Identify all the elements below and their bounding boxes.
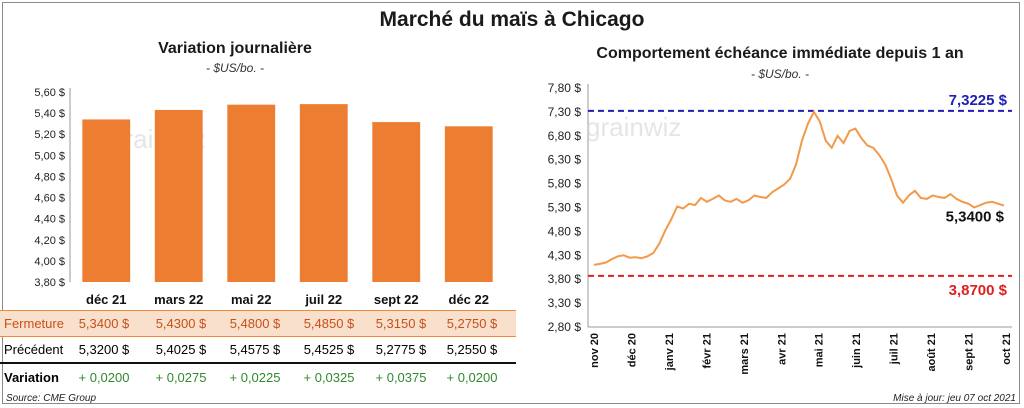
x-tick-label: mars 22	[154, 292, 203, 307]
x-tick-label: déc 20	[626, 333, 638, 367]
x-tick-label: août 21	[926, 333, 938, 372]
right-chart-title: Comportement échéance immédiate depuis 1…	[596, 45, 964, 62]
y-tick-label: 4,60 $	[34, 193, 65, 205]
y-tick-label: 5,80 $	[548, 177, 582, 191]
bar	[444, 126, 493, 282]
table-row-previous: Précédent 5,3200 $ 5,4025 $ 5,4575 $ 5,4…	[0, 337, 516, 364]
high-value-label: 7,3225 $	[949, 92, 1008, 109]
y-tick-label: 3,30 $	[548, 296, 582, 310]
y-tick-label: 4,30 $	[548, 248, 582, 262]
previous-value: 5,4025 $	[155, 342, 207, 357]
variation-value: + 0,0325	[303, 370, 355, 385]
x-tick-label: nov 20	[589, 333, 601, 368]
y-tick-label: 3,80 $	[34, 277, 65, 289]
x-tick-label: juil 21	[889, 333, 901, 365]
bar	[82, 119, 131, 282]
previous-value: 5,2775 $	[375, 342, 427, 357]
row-label-close: Fermeture	[4, 316, 64, 331]
close-value: 5,3400 $	[78, 316, 130, 331]
close-value: 5,4800 $	[229, 316, 281, 331]
y-tick-label: 5,20 $	[34, 129, 65, 141]
y-tick-label: 7,80 $	[548, 81, 582, 95]
table-row-variation: Variation + 0,0200 + 0,0275 + 0,0225 + 0…	[0, 365, 516, 390]
variation-value: + 0,0225	[229, 370, 281, 385]
variation-value: + 0,0200	[78, 370, 130, 385]
y-tick-label: 7,30 $	[548, 105, 582, 119]
x-tick-label: mai 21	[814, 333, 826, 367]
bar	[372, 122, 421, 282]
x-tick-label: janv 21	[664, 333, 676, 371]
y-tick-label: 3,80 $	[548, 272, 582, 286]
y-tick-label: 4,40 $	[34, 214, 65, 226]
x-tick-label: oct 21	[1001, 333, 1013, 365]
y-tick-label: 4,80 $	[548, 224, 582, 238]
low-value-label: 3,8700 $	[949, 282, 1008, 299]
x-tick-label: mai 22	[231, 292, 271, 307]
x-tick-label: sept 22	[374, 292, 419, 307]
y-tick-label: 5,30 $	[548, 201, 582, 215]
watermark-text: grainwiz	[586, 112, 681, 142]
source-note: Source: CME Group	[6, 393, 97, 404]
figure-frame	[2, 2, 1020, 404]
y-tick-label: 6,80 $	[548, 129, 582, 143]
y-tick-label: 5,40 $	[34, 108, 65, 120]
previous-value: 5,3200 $	[78, 342, 130, 357]
bar	[227, 104, 276, 283]
y-tick-label: 5,00 $	[34, 150, 65, 162]
x-tick-label: mars 21	[739, 333, 751, 375]
x-tick-label: déc 21	[86, 292, 126, 307]
x-tick-label: sept 21	[964, 333, 976, 371]
variation-value: + 0,0275	[155, 370, 207, 385]
row-label-variation: Variation	[4, 370, 59, 385]
close-value: 5,2750 $	[446, 316, 498, 331]
x-tick-label: avr 21	[776, 333, 788, 365]
x-tick-label: juil 22	[304, 292, 342, 307]
variation-value: + 0,0375	[375, 370, 427, 385]
y-tick-label: 4,20 $	[34, 235, 65, 247]
bar	[154, 109, 203, 282]
bar-chart: 3,80 $ 4,00 $ 4,20 $ 4,40 $ 4,60 $ 4,80 $ 5,00…	[34, 87, 493, 307]
previous-value: 5,4575 $	[229, 342, 281, 357]
y-tick-label: 5,60 $	[34, 87, 65, 99]
close-value: 5,4300 $	[155, 316, 207, 331]
price-series-line	[593, 109, 1005, 266]
previous-value: 5,2550 $	[446, 342, 498, 357]
previous-value: 5,4525 $	[303, 342, 355, 357]
right-chart-unit: - $US/bo. -	[750, 67, 810, 81]
y-tick-label: 2,80 $	[548, 320, 582, 334]
x-tick-label: juin 21	[851, 333, 863, 369]
y-tick-label: 6,30 $	[548, 153, 582, 167]
update-note: Mise à jour: jeu 07 oct 2021	[893, 393, 1016, 404]
table-row-close: Fermeture 5,3400 $ 5,4300 $ 5,4800 $ 5,4…	[0, 310, 516, 337]
last-value-label: 5,3400 $	[946, 209, 1005, 226]
x-tick-label: déc 22	[449, 292, 489, 307]
close-value: 5,4850 $	[303, 316, 355, 331]
line-chart: 2,80 $ 3,30 $ 3,80 $ 4,30 $ 4,80 $ 5,30 $ 5,80…	[548, 81, 1013, 375]
close-value: 5,3150 $	[375, 316, 427, 331]
page-title: Marché du maïs à Chicago	[379, 8, 645, 31]
x-tick-label: févr 21	[701, 333, 713, 368]
left-chart-unit: - $US/bo. -	[205, 61, 265, 75]
variation-value: + 0,0200	[446, 370, 498, 385]
y-tick-label: 4,00 $	[34, 256, 65, 268]
left-chart-title: Variation journalière	[158, 40, 312, 57]
bar	[299, 104, 348, 282]
row-label-previous: Précédent	[4, 342, 64, 357]
y-tick-label: 4,80 $	[34, 171, 65, 183]
